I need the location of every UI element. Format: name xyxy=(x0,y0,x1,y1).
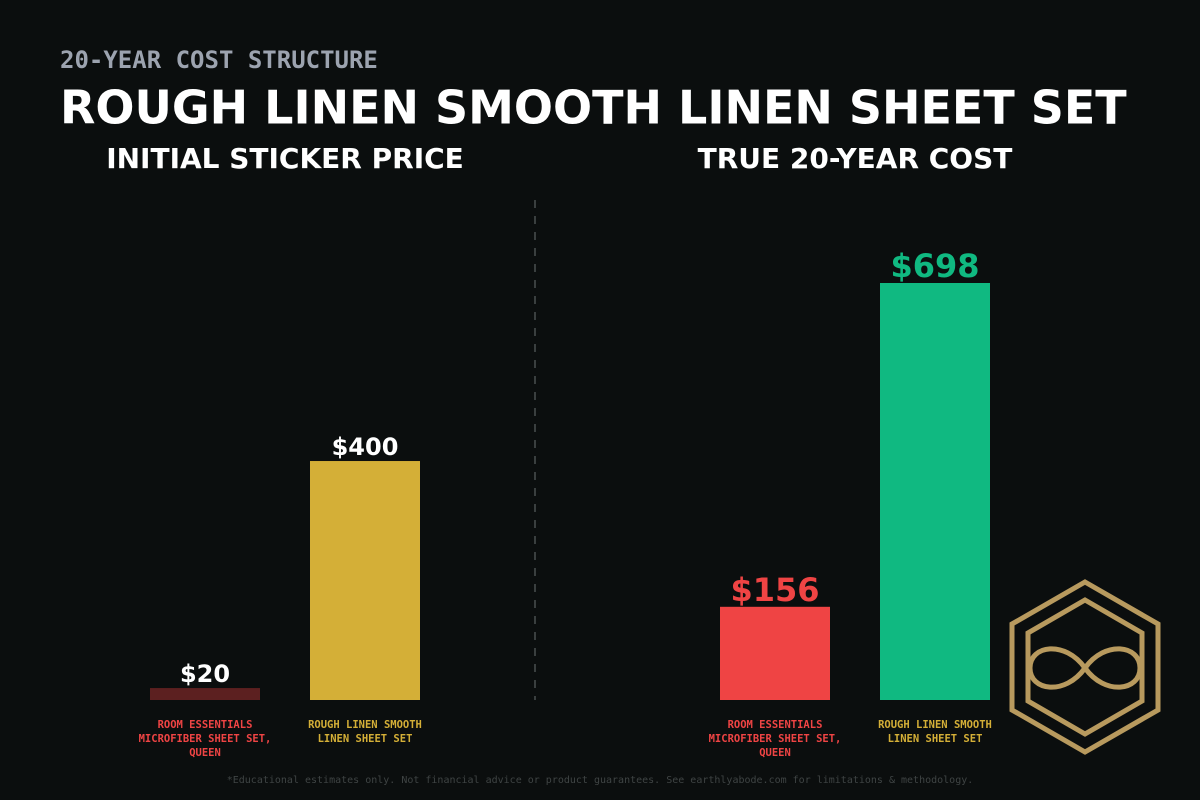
bar xyxy=(310,461,420,700)
value-label: $400 xyxy=(332,433,399,461)
panel-title: INITIAL STICKER PRICE xyxy=(106,142,464,175)
value-label: $20 xyxy=(180,660,230,688)
x-tick-label: ROUGH LINEN SMOOTH LINEN SHEET SET xyxy=(878,719,992,745)
x-tick-label: ROUGH LINEN SMOOTH LINEN SHEET SET xyxy=(308,719,422,745)
bar xyxy=(720,606,830,700)
bar xyxy=(150,688,260,700)
value-label: $698 xyxy=(890,247,979,285)
bar xyxy=(880,283,990,700)
x-tick-label: ROOM ESSENTIALS MICROFIBER SHEET SET, QU… xyxy=(708,719,842,759)
title: ROUGH LINEN SMOOTH LINEN SHEET SET xyxy=(60,81,1127,135)
value-label: $156 xyxy=(730,571,819,609)
eyebrow: 20-YEAR COST STRUCTURE xyxy=(60,46,378,74)
x-tick-label: ROOM ESSENTIALS MICROFIBER SHEET SET, QU… xyxy=(138,719,272,759)
panel-title: TRUE 20-YEAR COST xyxy=(698,142,1013,175)
logo xyxy=(1009,579,1161,755)
footer: *Educational estimates only. Not financi… xyxy=(227,775,974,786)
